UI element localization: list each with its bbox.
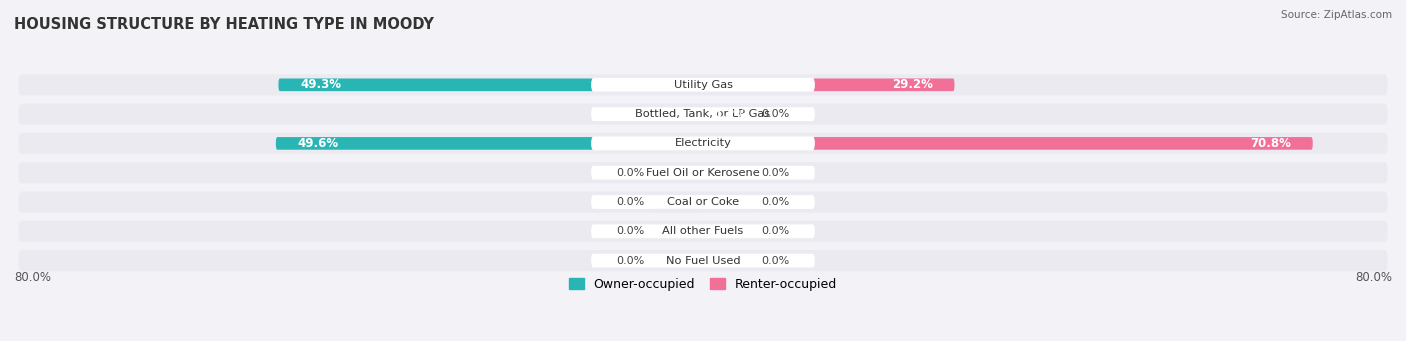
FancyBboxPatch shape (18, 221, 1388, 242)
Text: 0.0%: 0.0% (616, 255, 644, 266)
Text: 80.0%: 80.0% (1355, 271, 1392, 284)
FancyBboxPatch shape (18, 191, 1388, 212)
Text: Fuel Oil or Kerosene: Fuel Oil or Kerosene (647, 168, 759, 178)
Text: Bottled, Tank, or LP Gas: Bottled, Tank, or LP Gas (636, 109, 770, 119)
Text: 0.0%: 0.0% (762, 168, 790, 178)
FancyBboxPatch shape (591, 166, 815, 180)
FancyBboxPatch shape (651, 254, 703, 267)
FancyBboxPatch shape (651, 196, 703, 208)
FancyBboxPatch shape (591, 224, 815, 238)
Text: All other Fuels: All other Fuels (662, 226, 744, 236)
FancyBboxPatch shape (651, 225, 703, 238)
Text: Utility Gas: Utility Gas (673, 80, 733, 90)
FancyBboxPatch shape (591, 254, 815, 267)
Text: 49.6%: 49.6% (298, 137, 339, 150)
Text: 0.0%: 0.0% (762, 109, 790, 119)
FancyBboxPatch shape (693, 108, 703, 120)
FancyBboxPatch shape (703, 254, 755, 267)
Text: 0.0%: 0.0% (762, 255, 790, 266)
Text: 0.0%: 0.0% (616, 197, 644, 207)
Text: No Fuel Used: No Fuel Used (665, 255, 741, 266)
Text: 0.0%: 0.0% (616, 168, 644, 178)
Text: HOUSING STRUCTURE BY HEATING TYPE IN MOODY: HOUSING STRUCTURE BY HEATING TYPE IN MOO… (14, 17, 434, 32)
Text: Source: ZipAtlas.com: Source: ZipAtlas.com (1281, 10, 1392, 20)
FancyBboxPatch shape (591, 78, 815, 92)
FancyBboxPatch shape (18, 104, 1388, 125)
FancyBboxPatch shape (703, 108, 755, 120)
Text: Electricity: Electricity (675, 138, 731, 148)
FancyBboxPatch shape (591, 195, 815, 209)
FancyBboxPatch shape (18, 133, 1388, 154)
Text: 0.0%: 0.0% (762, 226, 790, 236)
FancyBboxPatch shape (591, 136, 815, 150)
FancyBboxPatch shape (18, 162, 1388, 183)
FancyBboxPatch shape (703, 137, 1313, 150)
Text: 49.3%: 49.3% (299, 78, 342, 91)
FancyBboxPatch shape (703, 196, 755, 208)
Text: 29.2%: 29.2% (891, 78, 934, 91)
Text: Coal or Coke: Coal or Coke (666, 197, 740, 207)
FancyBboxPatch shape (703, 78, 955, 91)
Legend: Owner-occupied, Renter-occupied: Owner-occupied, Renter-occupied (568, 278, 838, 291)
FancyBboxPatch shape (18, 74, 1388, 95)
Text: 0.0%: 0.0% (616, 226, 644, 236)
FancyBboxPatch shape (703, 166, 755, 179)
FancyBboxPatch shape (703, 225, 755, 238)
Text: 1.2%: 1.2% (714, 108, 747, 121)
FancyBboxPatch shape (651, 166, 703, 179)
FancyBboxPatch shape (278, 78, 703, 91)
Text: 80.0%: 80.0% (14, 271, 51, 284)
FancyBboxPatch shape (591, 107, 815, 121)
Text: 0.0%: 0.0% (762, 197, 790, 207)
FancyBboxPatch shape (276, 137, 703, 150)
Text: 70.8%: 70.8% (1250, 137, 1291, 150)
FancyBboxPatch shape (18, 250, 1388, 271)
